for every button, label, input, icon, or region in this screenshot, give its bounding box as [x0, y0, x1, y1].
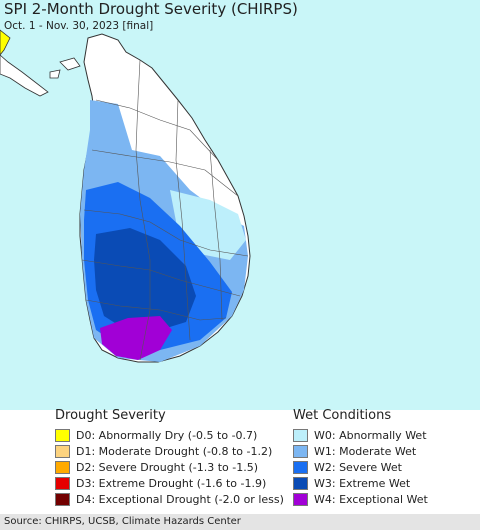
d4-swatch: [55, 492, 70, 506]
legend-item-d4: D4: Exceptional Drought (-2.0 or less): [55, 491, 284, 507]
legend-item-w2: W2: Severe Wet: [293, 459, 402, 475]
legend-item-w4: W4: Exceptional Wet: [293, 491, 428, 507]
w3-zone: [94, 228, 196, 330]
legend-label-d3: D3: Extreme Drought (-1.6 to -1.9): [76, 476, 267, 490]
map-title: SPI 2-Month Drought Severity (CHIRPS): [4, 0, 298, 18]
map-subtitle: Oct. 1 - Nov. 30, 2023 [final]: [4, 20, 154, 32]
legend-item-w1: W1: Moderate Wet: [293, 443, 416, 459]
legend-label-d0: D0: Abnormally Dry (-0.5 to -0.7): [76, 428, 258, 442]
legend-label-w0: W0: Abnormally Wet: [314, 428, 427, 442]
w0-swatch: [293, 428, 308, 442]
legend-label-w4: W4: Exceptional Wet: [314, 492, 428, 506]
india-coast: [0, 29, 11, 56]
w4-swatch: [293, 492, 308, 506]
india-land: [0, 54, 49, 97]
legend-item-d2: D2: Severe Drought (-1.3 to -1.5): [55, 459, 258, 475]
legend-item-w0: W0: Abnormally Wet: [293, 427, 427, 443]
d2-swatch: [55, 460, 70, 474]
drought-map: SPI 2-Month Drought Severity (CHIRPS) Oc…: [0, 0, 480, 410]
w2-swatch: [293, 460, 308, 474]
legend-item-d0: D0: Abnormally Dry (-0.5 to -0.7): [55, 427, 257, 443]
source-text: Source: CHIRPS, UCSB, Climate Hazards Ce…: [4, 516, 241, 527]
legend-item-d1: D1: Moderate Drought (-0.8 to -1.2): [55, 443, 272, 459]
w3-swatch: [293, 476, 308, 490]
legend-label-w2: W2: Severe Wet: [314, 460, 402, 474]
w1-swatch: [293, 444, 308, 458]
source-footer: Source: CHIRPS, UCSB, Climate Hazards Ce…: [0, 514, 480, 530]
d3-swatch: [55, 476, 70, 490]
legend-label-d4: D4: Exceptional Drought (-2.0 or less): [76, 492, 284, 506]
sri-lanka-map: [0, 29, 251, 363]
drought-legend-heading: Drought Severity: [55, 408, 166, 423]
legend-item-d3: D3: Extreme Drought (-1.6 to -1.9): [55, 475, 266, 491]
w4-zone: [100, 316, 172, 360]
legend: Drought Severity Wet Conditions D0: Abno…: [0, 408, 480, 514]
d0-swatch: [55, 428, 70, 442]
legend-label-d1: D1: Moderate Drought (-0.8 to -1.2): [76, 444, 273, 458]
wet-legend-heading: Wet Conditions: [293, 408, 392, 423]
district-boundaries: [81, 59, 249, 361]
d1-swatch: [55, 444, 70, 458]
legend-label-w1: W1: Moderate Wet: [314, 444, 417, 458]
legend-label-w3: W3: Extreme Wet: [314, 476, 411, 490]
jaffna-islands: [49, 57, 81, 79]
legend-label-d2: D2: Severe Drought (-1.3 to -1.5): [76, 460, 259, 474]
legend-item-w3: W3: Extreme Wet: [293, 475, 410, 491]
